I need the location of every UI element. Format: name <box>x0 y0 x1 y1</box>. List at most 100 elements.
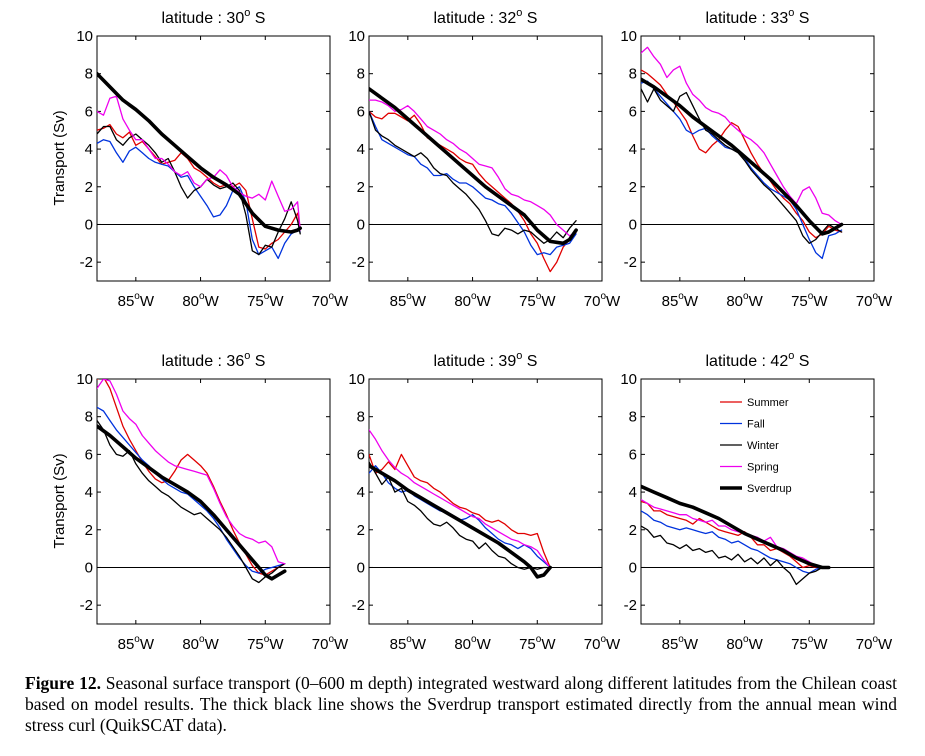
panel-title: latitude : 39o S <box>434 350 538 370</box>
x-tick-label: 70oW <box>312 634 349 653</box>
series-line-winter <box>641 525 830 586</box>
series-line-winter <box>97 419 286 584</box>
x-tick-label: 75oW <box>247 291 284 310</box>
panel-title: latitude : 42o S <box>706 350 810 370</box>
x-tick-label: 70oW <box>856 634 893 653</box>
series-group <box>97 379 287 584</box>
x-tick-label: 80oW <box>182 634 219 653</box>
legend-label-fall: Fall <box>747 419 765 431</box>
panel-title: latitude : 33o S <box>706 7 810 27</box>
y-tick-label: 6 <box>629 446 637 463</box>
x-tick-label: 80oW <box>726 634 763 653</box>
y-tick-label: 10 <box>348 371 365 388</box>
series-line-winter <box>97 125 301 256</box>
y-tick-label: 6 <box>85 103 93 120</box>
y-tick-label: -2 <box>352 597 365 614</box>
y-tick-label: 8 <box>629 66 637 83</box>
y-tick-label: 0 <box>357 559 365 576</box>
series-line-summer <box>369 453 551 569</box>
y-tick-label: 0 <box>629 216 637 233</box>
legend: Summer Fall Winter Spring Sverdrup <box>720 397 792 495</box>
series-line-spring <box>97 379 286 565</box>
series-group <box>641 484 831 586</box>
y-tick-label: 4 <box>629 484 637 501</box>
series-group <box>369 429 553 579</box>
series-group <box>369 87 578 273</box>
series-line-summer <box>97 379 286 576</box>
y-tick-label: 8 <box>357 409 365 426</box>
series-line-sverdrup <box>97 424 287 581</box>
series-line-spring <box>369 429 551 569</box>
x-tick-label: 70oW <box>584 291 621 310</box>
x-tick-label: 80oW <box>182 291 219 310</box>
series-line-fall <box>641 510 830 574</box>
y-tick-label: 10 <box>76 371 93 388</box>
x-tick-label: 85oW <box>390 291 427 310</box>
x-tick-label: 80oW <box>726 291 763 310</box>
y-tick-label: 6 <box>357 103 365 120</box>
series-line-fall <box>641 80 843 260</box>
caption-label: Figure 12. <box>25 673 101 693</box>
y-tick-label: 10 <box>76 28 93 45</box>
y-tick-label: 8 <box>357 66 365 83</box>
series-line-summer <box>641 500 830 569</box>
series-line-spring <box>97 95 301 231</box>
x-tick-label: 85oW <box>118 291 155 310</box>
chart-panel-1: -2 0 2 4 6 8 10 85oW 80oW 75oW 70oW latitude : 30o … <box>51 7 349 310</box>
y-tick-label: 10 <box>620 28 637 45</box>
x-tick-label: 75oW <box>791 291 828 310</box>
y-tick-label: 4 <box>357 141 365 158</box>
plot-frame <box>96 35 331 282</box>
chart-panel-6: -2 0 2 4 6 8 10 85oW 80oW 75oW 70oW latitude : 42o … <box>620 350 893 653</box>
y-tick-label: 2 <box>85 522 93 539</box>
y-tick-label: 10 <box>620 371 637 388</box>
x-tick-label: 85oW <box>118 634 155 653</box>
series-line-winter <box>641 88 843 244</box>
y-tick-label: 0 <box>85 559 93 576</box>
series-line-spring <box>641 46 843 226</box>
x-tick-label: 70oW <box>856 291 893 310</box>
series-line-sverdrup <box>369 463 553 579</box>
legend-label-winter: Winter <box>747 440 779 452</box>
x-tick-label: 70oW <box>584 634 621 653</box>
y-tick-label: 2 <box>357 522 365 539</box>
y-tick-label: -2 <box>80 254 93 271</box>
chart-panel-4: -2 0 2 4 6 8 10 85oW 80oW 75oW 70oW latitude : 36o … <box>51 350 349 653</box>
y-tick-label: 10 <box>348 28 365 45</box>
series-line-fall <box>97 406 286 574</box>
legend-label-sverdrup: Sverdrup <box>747 483 792 495</box>
x-tick-label: 85oW <box>662 291 699 310</box>
y-tick-label: 2 <box>629 522 637 539</box>
series-line-fall <box>369 110 577 256</box>
y-tick-label: 6 <box>629 103 637 120</box>
plot-frame <box>96 378 331 625</box>
series-line-sverdrup <box>641 484 831 570</box>
plot-frame <box>640 35 875 282</box>
series-line-winter <box>369 461 551 570</box>
chart-panel-3: -2 0 2 4 6 8 10 85oW 80oW 75oW 70oW latitude : 33o … <box>620 7 893 310</box>
series-line-fall <box>97 139 301 260</box>
x-tick-label: 80oW <box>454 291 491 310</box>
series-line-spring <box>369 99 577 237</box>
y-tick-label: 6 <box>357 446 365 463</box>
series-line-winter <box>369 110 577 244</box>
series-line-summer <box>369 110 577 273</box>
y-tick-label: 8 <box>629 409 637 426</box>
x-tick-label: 85oW <box>662 634 699 653</box>
figure-caption: Figure 12. Seasonal surface transport (0… <box>25 673 897 736</box>
series-group <box>641 46 844 260</box>
x-tick-label: 75oW <box>247 634 284 653</box>
y-axis-label: Transport (Sv) <box>51 110 68 205</box>
series-group <box>97 71 303 260</box>
figure-panels: -2 0 2 4 6 8 10 85oW 80oW 75oW 70oW latitude : 30o … <box>51 7 893 653</box>
x-tick-label: 80oW <box>454 634 491 653</box>
panel-title: latitude : 36o S <box>162 350 266 370</box>
y-tick-label: -2 <box>624 597 637 614</box>
caption-text: Seasonal surface transport (0–600 m dept… <box>25 673 897 735</box>
panel-title: latitude : 32o S <box>434 7 538 27</box>
panel-title: latitude : 30o S <box>162 7 266 27</box>
x-tick-label: 75oW <box>791 634 828 653</box>
y-tick-label: 8 <box>85 66 93 83</box>
x-tick-label: 85oW <box>390 634 427 653</box>
chart-panel-5: -2 0 2 4 6 8 10 85oW 80oW 75oW 70oW latitude : 39o … <box>348 350 621 653</box>
